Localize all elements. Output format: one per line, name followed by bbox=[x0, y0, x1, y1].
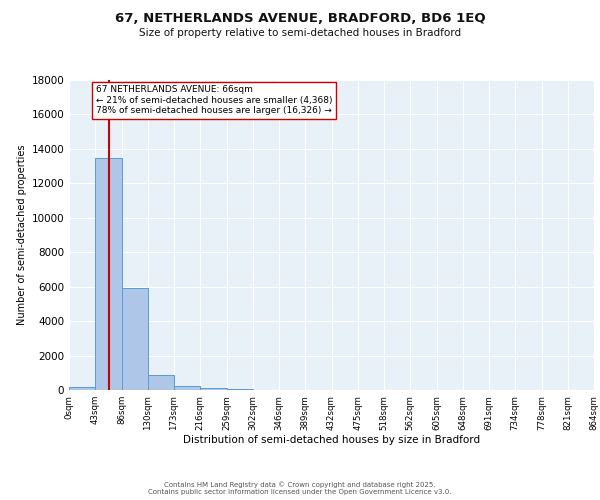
Y-axis label: Number of semi-detached properties: Number of semi-detached properties bbox=[17, 145, 27, 325]
Bar bbox=[69, 386, 95, 390]
Bar bbox=[121, 288, 148, 390]
Text: 67, NETHERLANDS AVENUE, BRADFORD, BD6 1EQ: 67, NETHERLANDS AVENUE, BRADFORD, BD6 1E… bbox=[115, 12, 485, 26]
Text: Contains HM Land Registry data © Crown copyright and database right 2025.: Contains HM Land Registry data © Crown c… bbox=[164, 481, 436, 488]
Bar bbox=[174, 386, 200, 390]
Bar bbox=[227, 389, 253, 390]
Bar bbox=[95, 158, 121, 390]
Bar bbox=[148, 374, 174, 390]
Text: 67 NETHERLANDS AVENUE: 66sqm
← 21% of semi-detached houses are smaller (4,368)
7: 67 NETHERLANDS AVENUE: 66sqm ← 21% of se… bbox=[96, 85, 332, 115]
Text: Contains public sector information licensed under the Open Government Licence v3: Contains public sector information licen… bbox=[148, 489, 452, 495]
X-axis label: Distribution of semi-detached houses by size in Bradford: Distribution of semi-detached houses by … bbox=[183, 436, 480, 446]
Bar bbox=[200, 388, 227, 390]
Text: Size of property relative to semi-detached houses in Bradford: Size of property relative to semi-detach… bbox=[139, 28, 461, 38]
